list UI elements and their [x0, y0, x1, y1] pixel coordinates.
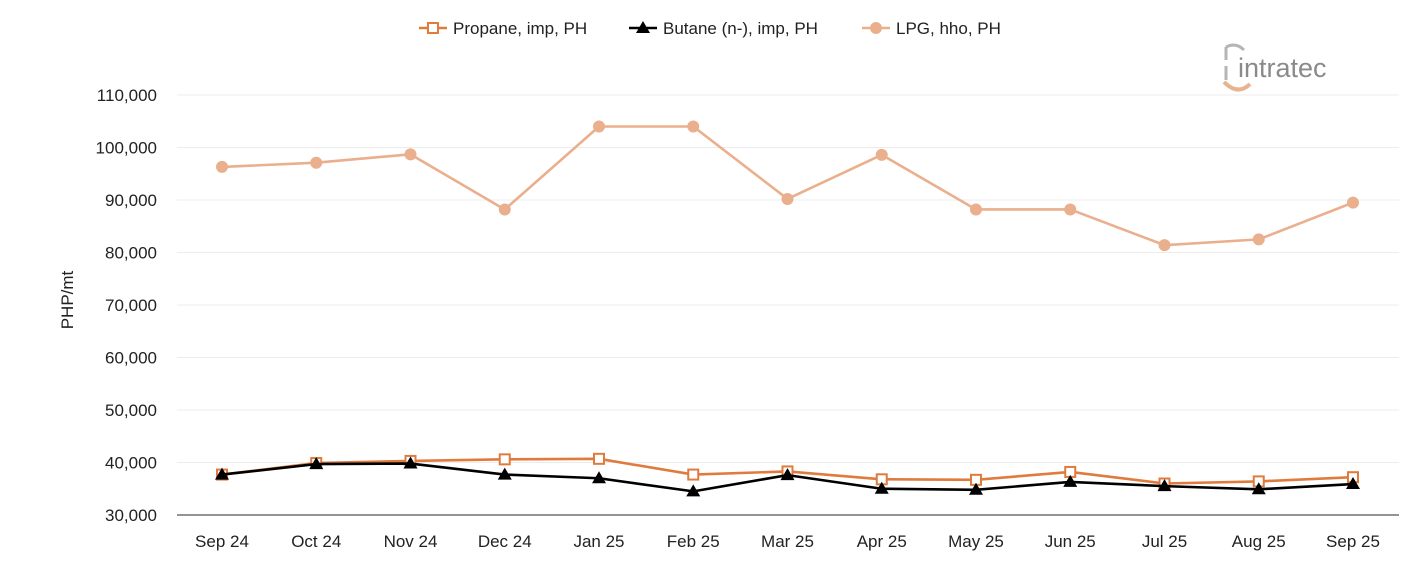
x-tick-label: Dec 24 [478, 532, 532, 551]
data-point [1252, 233, 1265, 246]
data-point [498, 453, 511, 466]
x-axis-ticks: Sep 24 Oct 24 Nov 24 Dec 24 Jan 25 Feb 25 Mar … [195, 532, 1380, 551]
x-tick-label: Apr 25 [857, 532, 907, 551]
series-2 [216, 120, 1359, 252]
x-tick-label: Sep 25 [1326, 532, 1380, 551]
data-point [309, 457, 324, 470]
x-tick-label: Jul 25 [1142, 532, 1187, 551]
series-1 [215, 456, 1360, 497]
legend-swatch-marker [636, 21, 650, 33]
data-point [780, 468, 795, 481]
legend-item: LPG, hho, PH [862, 19, 1001, 38]
data-point [215, 467, 229, 480]
legend-item: Propane, imp, PH [419, 19, 587, 38]
legend-label: Propane, imp, PH [453, 19, 587, 38]
data-point [592, 471, 606, 484]
y-tick-label: 80,000 [105, 244, 157, 263]
data-point [593, 120, 605, 133]
intratec-logo: intratec [1222, 43, 1327, 92]
intratec-logo-text: intratec [1238, 53, 1327, 83]
legend-item: Butane (n-), imp, PH [629, 19, 818, 38]
data-point [1346, 477, 1360, 490]
legend-swatch-marker [427, 22, 439, 34]
y-tick-label: 90,000 [105, 191, 157, 210]
grid-lines [177, 94, 1399, 463]
x-tick-label: Nov 24 [384, 532, 438, 551]
x-tick-label: Jan 25 [573, 532, 624, 551]
legend: Propane, imp, PH Butane (n-), imp, PH LPG,… [419, 19, 1001, 38]
x-tick-label: Mar 25 [761, 532, 814, 551]
data-point [1251, 482, 1266, 495]
data-point [1347, 196, 1359, 209]
y-tick-label: 110,000 [97, 86, 157, 105]
data-point [781, 192, 794, 205]
data-point [970, 203, 982, 216]
y-tick-label: 50,000 [105, 401, 157, 420]
data-point [1063, 474, 1078, 487]
legend-swatch-marker [870, 22, 882, 34]
data-point [875, 148, 888, 161]
y-tick-label: 100,000 [96, 139, 157, 158]
x-tick-label: Sep 24 [195, 532, 249, 551]
x-tick-label: Aug 25 [1232, 532, 1286, 551]
x-tick-label: Jun 25 [1045, 532, 1096, 551]
y-tick-label: 40,000 [105, 454, 157, 473]
data-point [404, 148, 417, 161]
data-point [686, 484, 701, 497]
data-point [874, 481, 889, 494]
data-point [310, 156, 323, 169]
series-group [215, 120, 1360, 497]
data-point [593, 452, 605, 465]
data-point [403, 456, 418, 469]
data-point [687, 120, 700, 133]
legend-label: Butane (n-), imp, PH [663, 19, 818, 38]
x-tick-label: May 25 [948, 532, 1004, 551]
legend-label: LPG, hho, PH [896, 19, 1001, 38]
y-tick-label: 30,000 [105, 506, 157, 525]
intratec-logo-icon [1222, 43, 1252, 92]
y-axis-title: PHP/mt [58, 270, 77, 329]
x-tick-label: Feb 25 [667, 532, 720, 551]
y-tick-label: 60,000 [105, 349, 157, 368]
data-point [1064, 203, 1077, 216]
series-line [221, 125, 1354, 247]
data-point [1158, 239, 1171, 252]
data-point [498, 203, 511, 216]
data-point [1157, 479, 1172, 492]
y-axis-ticks: 30,000 40,000 50,000 60,000 70,000 80,000 90,0… [96, 86, 157, 525]
y-tick-label: 70,000 [105, 296, 157, 315]
data-point [497, 467, 512, 480]
data-point [969, 482, 983, 495]
data-point [216, 160, 228, 173]
data-point [687, 468, 700, 481]
x-tick-label: Oct 24 [291, 532, 341, 551]
